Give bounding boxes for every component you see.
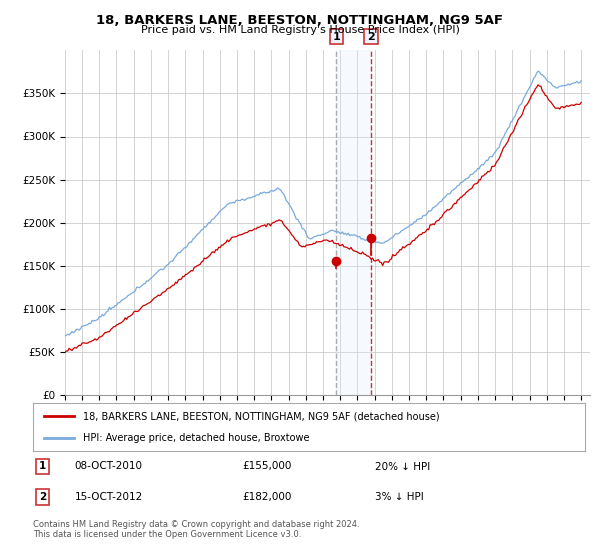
Text: 15-OCT-2012: 15-OCT-2012 [74,492,143,502]
Text: 08-OCT-2010: 08-OCT-2010 [74,461,142,472]
Bar [336,50,371,395]
Text: 20% ↓ HPI: 20% ↓ HPI [375,461,430,472]
Text: 18, BARKERS LANE, BEESTON, NOTTINGHAM, NG9 5AF: 18, BARKERS LANE, BEESTON, NOTTINGHAM, N… [97,14,503,27]
Text: 18, BARKERS LANE, BEESTON, NOTTINGHAM, NG9 5AF (detached house): 18, BARKERS LANE, BEESTON, NOTTINGHAM, N… [83,411,439,421]
Text: 1: 1 [332,31,340,41]
Text: Contains HM Land Registry data © Crown copyright and database right 2024.
This d: Contains HM Land Registry data © Crown c… [33,520,359,539]
Text: £182,000: £182,000 [243,492,292,502]
Text: 1: 1 [40,461,47,472]
Text: 2: 2 [40,492,47,502]
Text: 3% ↓ HPI: 3% ↓ HPI [375,492,424,502]
Text: £155,000: £155,000 [243,461,292,472]
Text: HPI: Average price, detached house, Broxtowe: HPI: Average price, detached house, Brox… [83,433,309,443]
Text: 2: 2 [367,31,375,41]
Text: Price paid vs. HM Land Registry's House Price Index (HPI): Price paid vs. HM Land Registry's House … [140,25,460,35]
